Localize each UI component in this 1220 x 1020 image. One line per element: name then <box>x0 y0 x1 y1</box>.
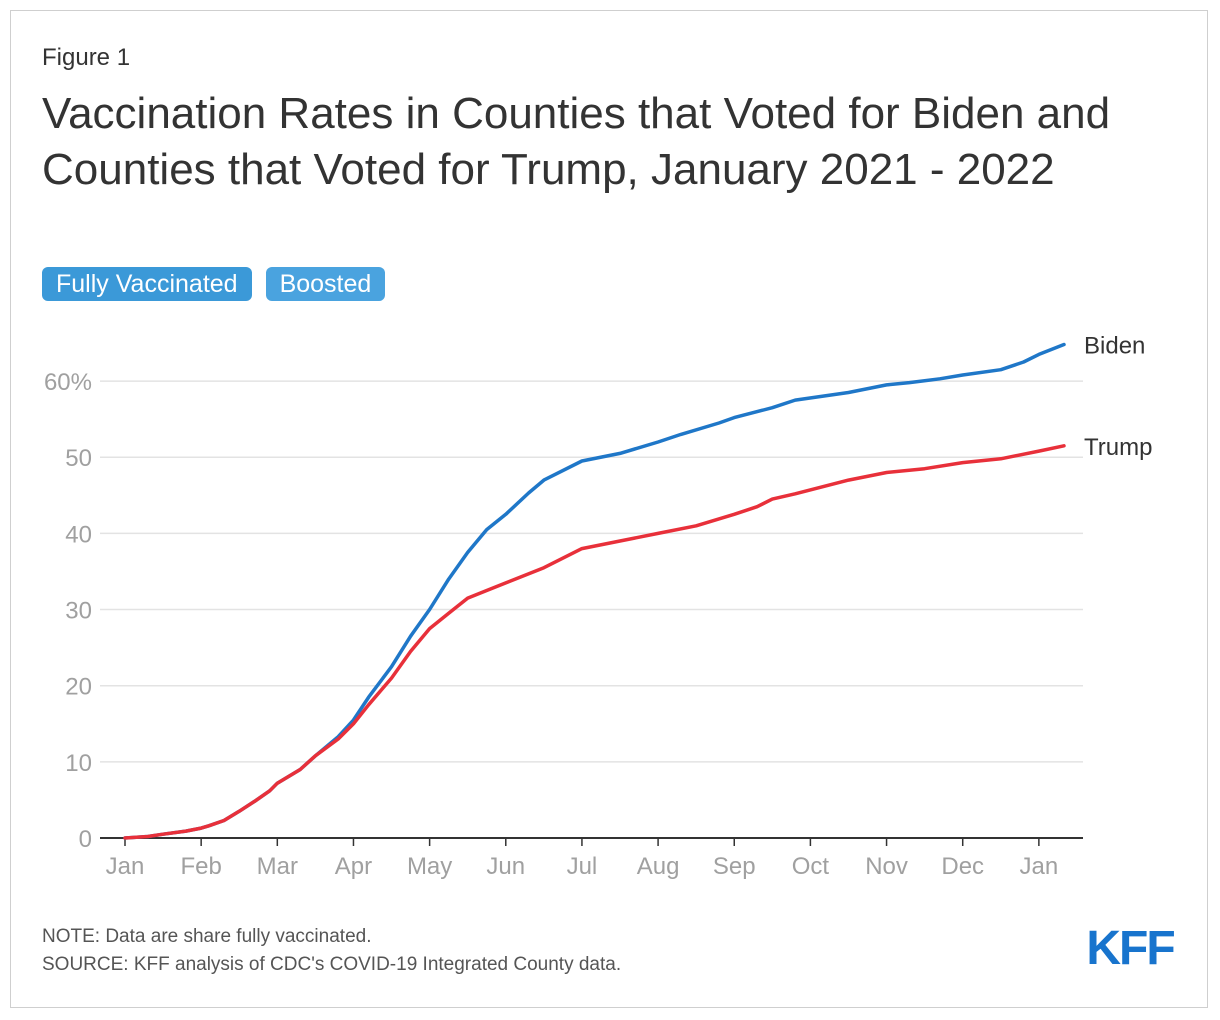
tab-fully-vaccinated[interactable]: Fully Vaccinated <box>42 267 252 301</box>
y-tick-label: 60% <box>44 369 92 396</box>
kff-logo-text: KFF <box>1086 922 1174 968</box>
x-tick-label: Jan <box>1020 853 1059 880</box>
x-tick-label: Mar <box>257 853 298 880</box>
y-tick-label: 20 <box>65 674 92 701</box>
series-label-biden: Biden <box>1084 333 1145 360</box>
chart-title: Vaccination Rates in Counties that Voted… <box>42 89 1111 194</box>
x-tick-label: May <box>407 853 452 880</box>
figure-label: Figure 1 <box>42 44 131 71</box>
note-text: NOTE: Data are share fully vaccinated. <box>42 926 372 947</box>
figure-frame <box>10 10 1208 1008</box>
y-tick-label: 40 <box>65 521 92 548</box>
series-line-biden <box>123 342 1066 840</box>
x-tick-label: Jan <box>106 853 145 880</box>
series-label-trump: Trump <box>1084 434 1152 461</box>
y-tick-label: 50 <box>65 445 92 472</box>
x-tick-label: Apr <box>335 853 372 880</box>
x-tick-label: Sep <box>713 853 756 880</box>
y-tick-label: 0 <box>79 826 92 853</box>
source-text: SOURCE: KFF analysis of CDC's COVID-19 I… <box>42 954 622 975</box>
y-tick-label: 30 <box>65 598 92 625</box>
x-tick-label: Jul <box>567 853 598 880</box>
series-line-trump <box>123 444 1066 840</box>
kff-logo: KFF <box>1086 922 1176 968</box>
tab-boosted[interactable]: Boosted <box>265 267 386 301</box>
x-tick-label: Feb <box>180 853 221 880</box>
view-tabs: Fully Vaccinated Boosted <box>42 267 386 301</box>
x-tick-label: Dec <box>941 853 984 880</box>
x-tick-label: Oct <box>792 853 830 880</box>
x-tick-label: Nov <box>865 853 908 880</box>
x-tick-label: Jun <box>486 853 525 880</box>
x-tick-label: Aug <box>637 853 680 880</box>
footnote: NOTE: Data are share fully vaccinated. S… <box>42 923 621 979</box>
y-tick-label: 10 <box>65 750 92 777</box>
